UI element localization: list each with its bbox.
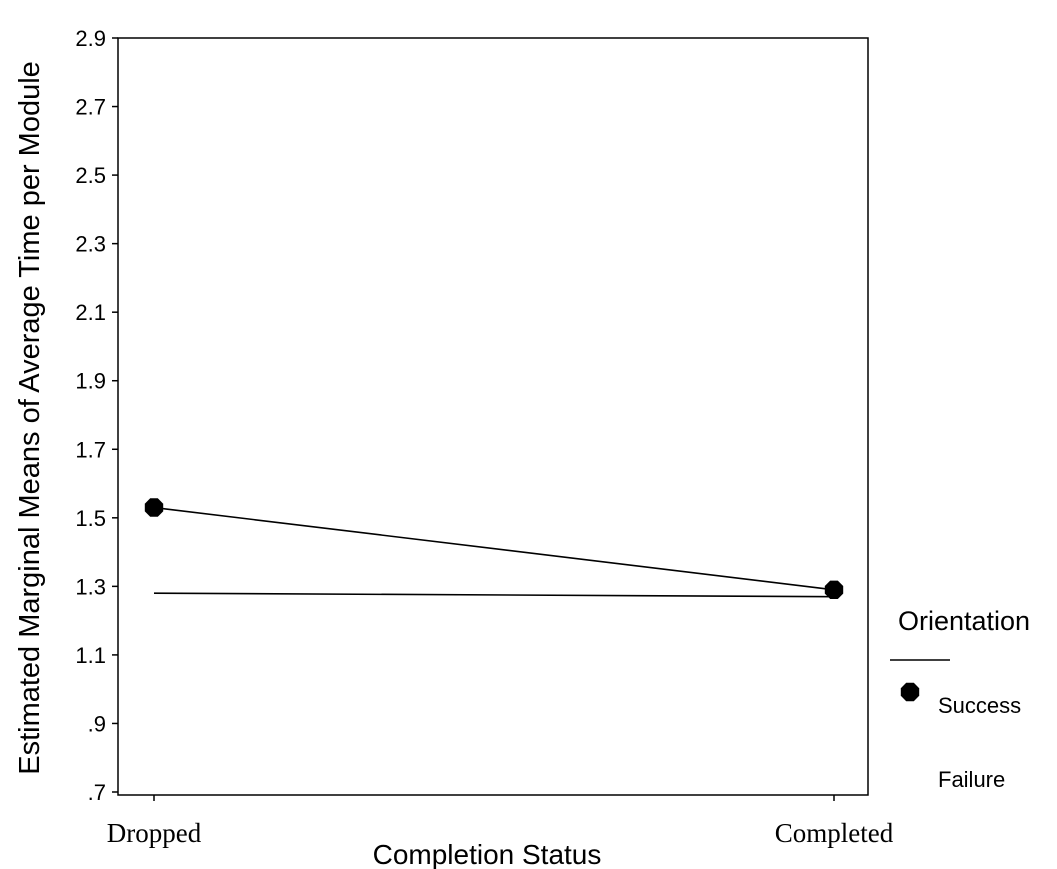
legend-label: Success xyxy=(938,693,1021,718)
legend-entry-success: Success xyxy=(900,682,1021,718)
legend-title: Orientation xyxy=(898,606,1030,636)
series-layer xyxy=(144,498,844,599)
data-point xyxy=(144,498,164,517)
y-tick-label: 2.9 xyxy=(75,26,106,51)
legend-label: Failure xyxy=(938,767,1005,792)
legend-marker xyxy=(900,682,920,702)
y-tick-label: .9 xyxy=(88,711,106,736)
y-tick-label: 1.5 xyxy=(75,506,106,531)
x-tick-label: Dropped xyxy=(107,818,202,848)
series-line xyxy=(153,506,835,591)
series-success xyxy=(144,498,844,599)
y-tick-label: 1.1 xyxy=(75,643,106,668)
plot-area: .7 .9 1.1 1.3 1.5 1.7 1.9 2.1 2.3 2.5 2.7 2.9 Dropp… xyxy=(75,26,893,848)
plot-frame xyxy=(117,37,869,796)
y-tick-label: 1.3 xyxy=(75,574,106,599)
series-line xyxy=(153,592,835,598)
series-failure xyxy=(153,592,835,598)
y-tick-label: 2.5 xyxy=(75,163,106,188)
y-axis-label: Estimated Marginal Means of Average Time… xyxy=(14,61,46,775)
y-tick-label: 1.7 xyxy=(75,437,106,462)
x-axis-label: Completion Status xyxy=(373,839,602,869)
y-tick-label: 1.9 xyxy=(75,369,106,394)
x-axis: Dropped Completed xyxy=(107,795,894,848)
data-point xyxy=(824,580,844,599)
y-tick-label: 2.3 xyxy=(75,232,106,257)
x-tick-label: Completed xyxy=(775,818,894,848)
y-tick-label: .7 xyxy=(88,780,106,805)
y-tick-label: 2.1 xyxy=(75,300,106,325)
legend: Orientation Success Failure xyxy=(890,606,1030,792)
y-axis: .7 .9 1.1 1.3 1.5 1.7 1.9 2.1 2.3 2.5 2.7 2.9 xyxy=(75,26,118,805)
y-tick-label: 2.7 xyxy=(75,95,106,120)
legend-entry-failure: Failure xyxy=(938,767,1005,792)
